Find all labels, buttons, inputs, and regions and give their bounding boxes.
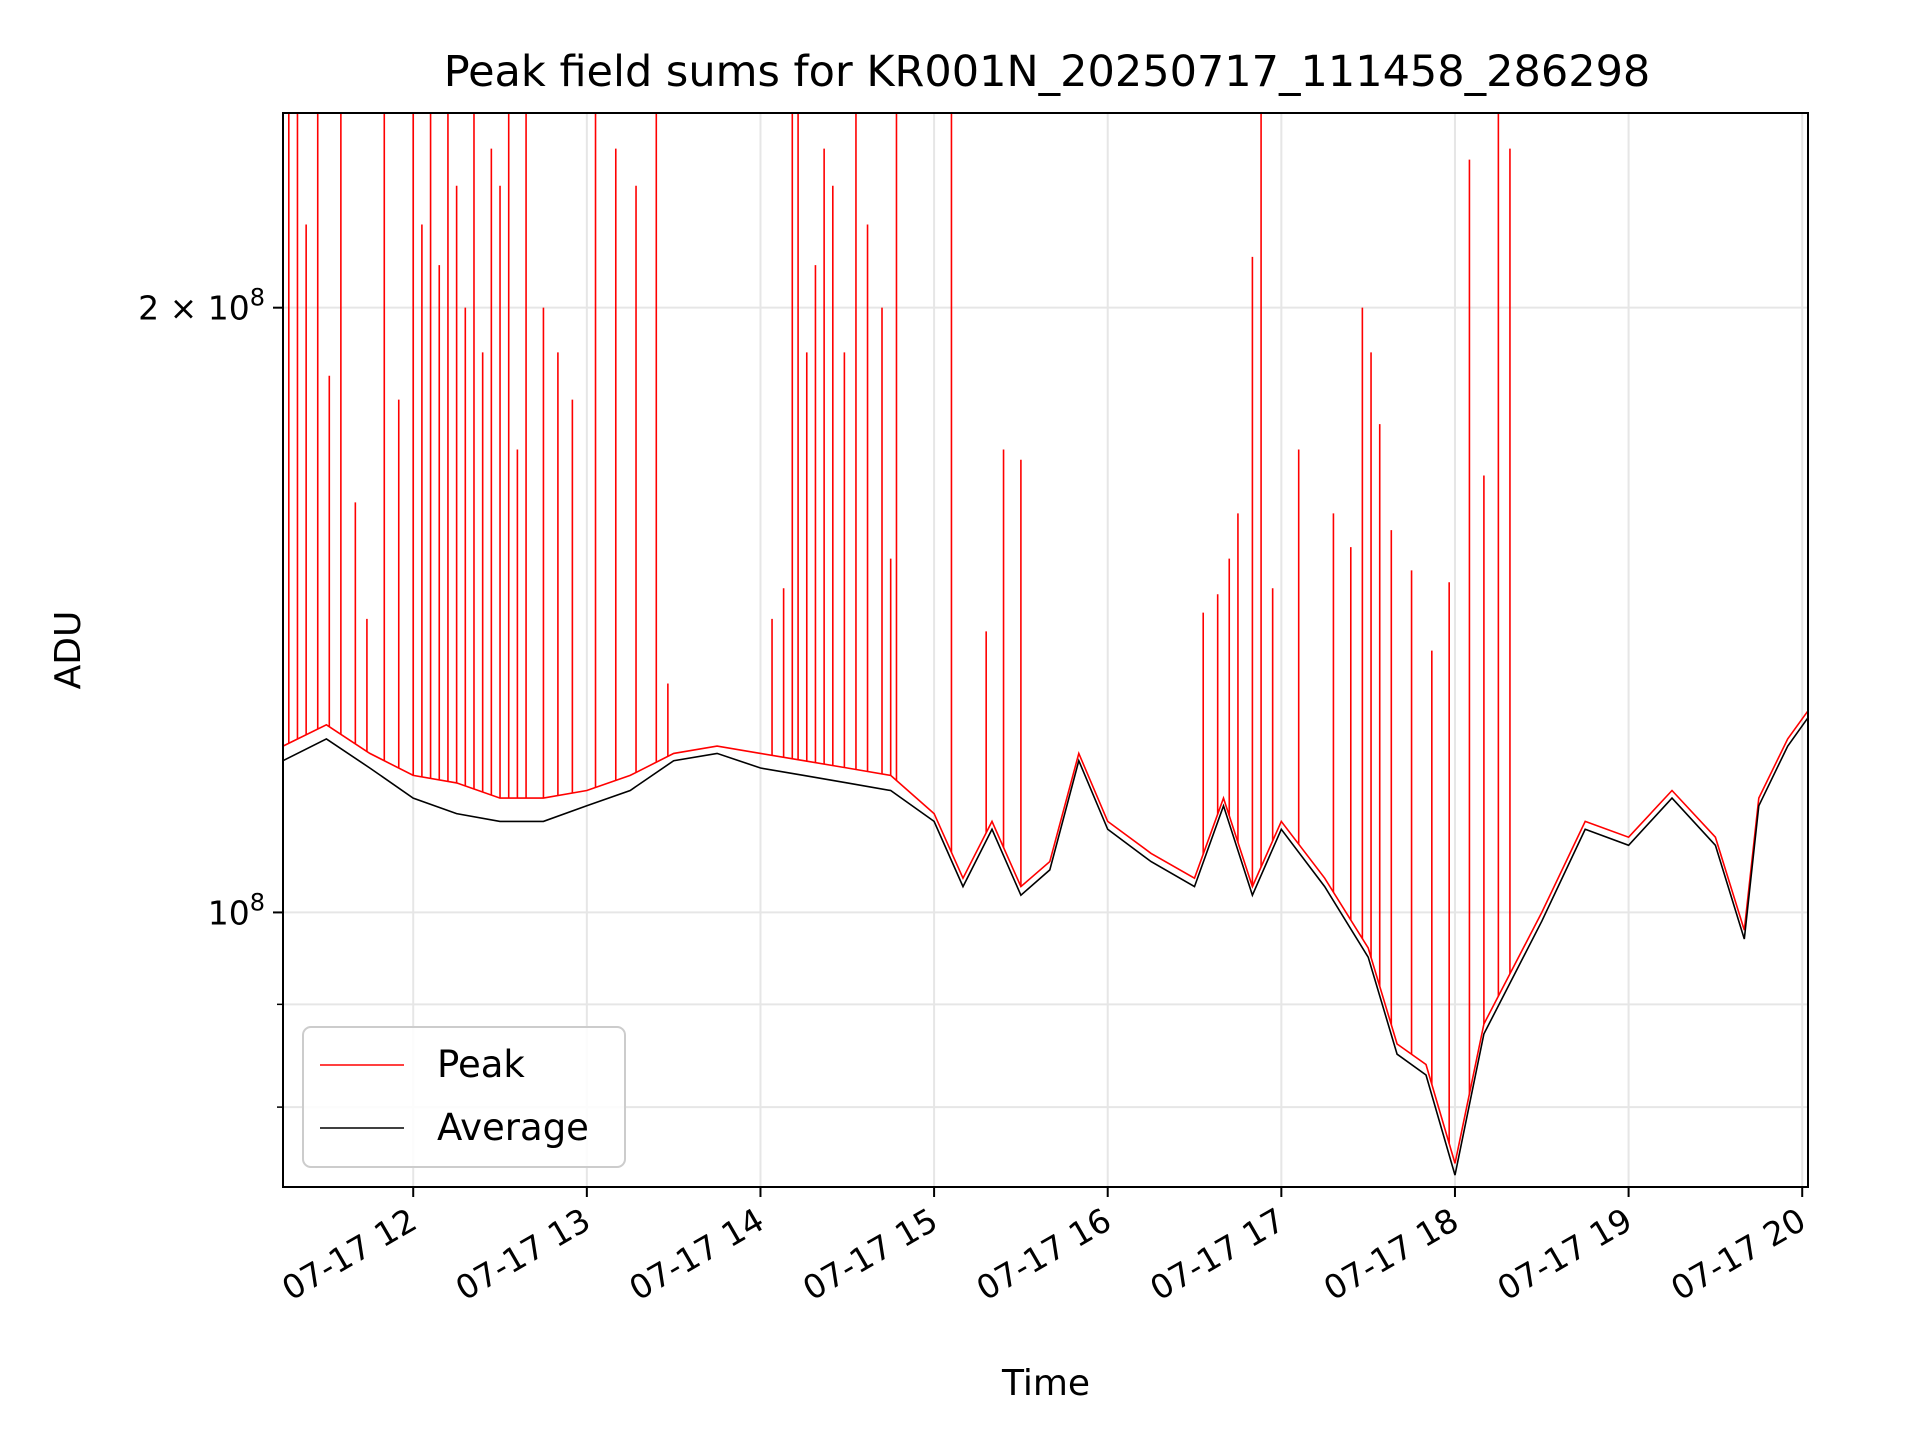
chart-title: Peak field sums for KR001N_20250717_1114…	[444, 47, 1651, 97]
legend-label-average: Average	[437, 1106, 589, 1149]
y-axis: 108 2 × 108	[138, 284, 283, 1108]
legend-label-peak: Peak	[437, 1043, 525, 1086]
y-axis-label: ADU	[48, 611, 89, 690]
plot-background	[283, 113, 1808, 1187]
legend: Peak Average	[302, 1026, 626, 1168]
grid	[283, 113, 1808, 1187]
series-layer	[282, 113, 1809, 1176]
y-tick-label: 108	[208, 888, 265, 932]
series-peak-line	[282, 710, 1809, 1164]
plot-area	[282, 112, 1809, 1188]
x-axis-label: Time	[1001, 1363, 1090, 1404]
y-tick-label: 2 × 108	[138, 284, 265, 328]
plot-frame	[282, 112, 1809, 1188]
series-average-line	[282, 717, 1809, 1176]
legend-box	[302, 1026, 626, 1168]
